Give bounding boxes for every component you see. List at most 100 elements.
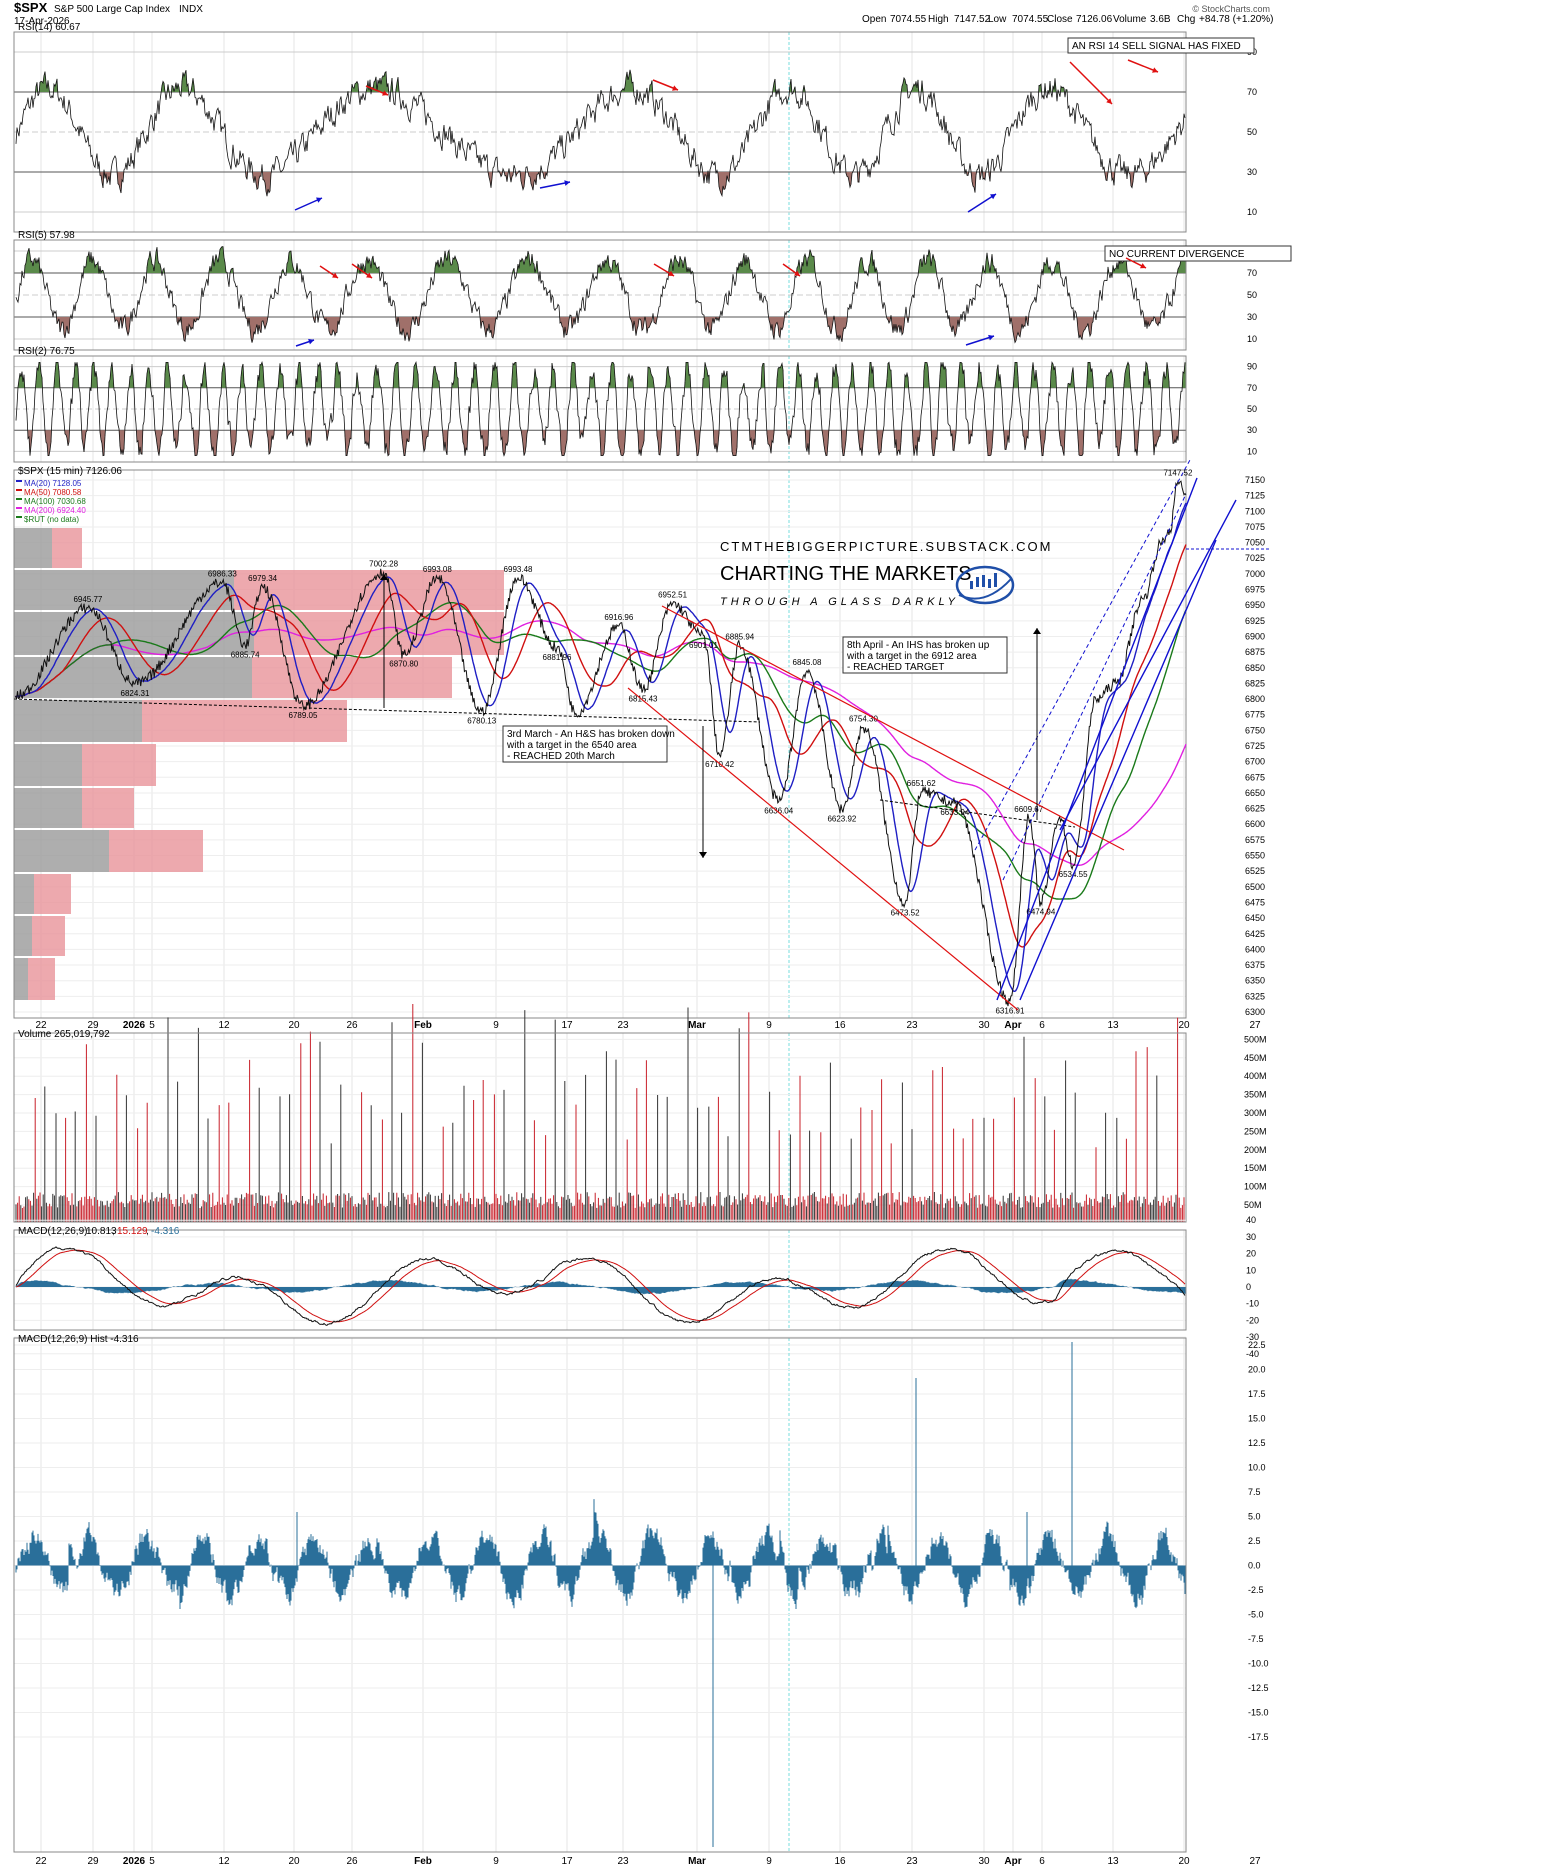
pivot-label-29: 6474.94 (1026, 908, 1055, 917)
legend-label-2: MA(100) 7030.68 (24, 497, 86, 506)
header-name: S&P 500 Large Cap Index (54, 4, 170, 15)
price-ytick-6800: 6800 (1245, 694, 1265, 704)
volume-by-price-down-7 (14, 830, 109, 872)
volume-by-price-down-1 (14, 570, 234, 610)
hs-left-measure-arrow-head (380, 574, 388, 580)
volume-by-price-up-9 (32, 916, 65, 956)
price-ytick-6975: 6975 (1245, 585, 1265, 595)
pivot-label-26: 6633.94 (940, 808, 969, 817)
channel-lower (627, 687, 1019, 1011)
ihs-target-arrow-head (1033, 628, 1041, 634)
price-ytick-7075: 7075 (1245, 522, 1265, 532)
pivot-label-24: 6473.52 (891, 908, 920, 917)
hs-neckline (13, 698, 761, 723)
branding-tagline: THROUGH A GLASS DARKLY (720, 596, 959, 608)
hs-annotation-line-2: - REACHED 20th March (507, 751, 615, 762)
volume-bars-down (17, 1004, 1185, 1222)
macd-line (15, 1246, 1186, 1326)
hs-target-arrow-head (699, 852, 707, 858)
price-frame (13, 469, 1187, 1019)
hs-annotation-line-1: with a target in the 6540 area (506, 740, 637, 751)
hist-xtick-16: Apr (1004, 1856, 1021, 1867)
pivot-label-17: 6901.01 (689, 641, 718, 650)
price-ytick-6925: 6925 (1245, 616, 1265, 626)
price-ytick-6750: 6750 (1245, 725, 1265, 735)
price-xtick-20: 27 (1249, 1020, 1261, 1031)
hist-xtick-15: 30 (978, 1856, 990, 1867)
price-ma200-line (15, 620, 1187, 866)
hist-xtick-18: 13 (1107, 1856, 1119, 1867)
macd-frame (13, 1229, 1187, 1331)
volume-by-price-down-4 (14, 700, 142, 742)
volume-ytick-7: 400M (1244, 1071, 1267, 1081)
volume-ytick-4: 250M (1244, 1126, 1267, 1136)
price-ytick-6500: 6500 (1245, 882, 1265, 892)
legend-swatch-2 (16, 498, 22, 500)
volume-by-price-down-8 (14, 874, 34, 914)
rsi14-ytick-50: 50 (1247, 127, 1257, 137)
macd-ytick-20: 20 (1246, 1249, 1256, 1259)
rsi5-frame (13, 239, 1187, 351)
volume-ytick-0: 50M (1244, 1200, 1262, 1210)
price-ytick-6825: 6825 (1245, 678, 1265, 688)
divergence-arrowhead-10 (668, 270, 674, 276)
volume-by-price-up-4 (142, 700, 347, 742)
macd-ytick--30: -30 (1246, 1332, 1259, 1342)
price-line (15, 480, 1187, 1007)
price-xtick-7: Feb (414, 1020, 432, 1031)
hist-ytick-8: 2.5 (1248, 1536, 1261, 1546)
hist-xtick-17: 6 (1039, 1856, 1045, 1867)
macd-ytick--10: -10 (1246, 1299, 1259, 1309)
pivot-label-12: 6881.96 (543, 653, 572, 662)
divergence-arrow-5 (1069, 61, 1113, 105)
rsi5-annotation-text: NO CURRENT DIVERGENCE (1109, 249, 1245, 260)
price-ytick-6600: 6600 (1245, 819, 1265, 829)
legend-label-0: MA(20) 7128.05 (24, 479, 82, 488)
price-ytick-6550: 6550 (1245, 851, 1265, 861)
rsi5-ytick-10: 10 (1247, 334, 1257, 344)
rsi14-frame (13, 31, 1187, 233)
price-ytick-7025: 7025 (1245, 553, 1265, 563)
rsi5-ytick-50: 50 (1247, 290, 1257, 300)
header-date: 17-Apr-2026 (14, 16, 70, 27)
pivot-label-37: 7147.52 (1163, 469, 1192, 478)
price-ytick-7125: 7125 (1245, 491, 1265, 501)
hist-ytick-4: 12.5 (1248, 1438, 1266, 1448)
volume-ytick-6: 350M (1244, 1090, 1267, 1100)
divergence-arrowhead-4 (672, 85, 678, 91)
legend-swatch-0 (16, 480, 22, 482)
divergence-arrowhead-5 (1106, 98, 1112, 104)
uptrend-line-2 (1019, 539, 1217, 1001)
pivot-label-5: 6979.34 (248, 574, 277, 583)
volume-value: 3.6B (1150, 14, 1171, 25)
price-ytick-6450: 6450 (1245, 913, 1265, 923)
rsi2-ytick-30: 30 (1247, 425, 1257, 435)
divergence-arrowhead-13 (1140, 263, 1146, 269)
rsi2-ytick-50: 50 (1247, 404, 1257, 414)
header-exchange: INDX (179, 4, 203, 15)
price-ytick-7150: 7150 (1245, 475, 1265, 485)
rsi2-ytick-90: 90 (1247, 362, 1257, 372)
price-ytick-6900: 6900 (1245, 631, 1265, 641)
hist-xtick-9: 17 (561, 1856, 573, 1867)
hist-ytick-12: -7.5 (1248, 1634, 1264, 1644)
price-xtick-11: Mar (688, 1020, 706, 1031)
macd-signal-value: 15.129 (117, 1226, 148, 1237)
macd-title: MACD(12,26,9) (18, 1226, 87, 1237)
hist-ytick-11: -5.0 (1248, 1610, 1264, 1620)
low-value: 7074.55 (1012, 14, 1049, 25)
rsi14-oversold-fill (99, 172, 1150, 197)
volume-ytick-2: 150M (1244, 1163, 1267, 1173)
macd-ytick--40: -40 (1246, 1349, 1259, 1359)
pivot-label-6: 6789.05 (289, 711, 318, 720)
ihs-neckline (879, 799, 1076, 828)
macd-ytick-40: 40 (1246, 1215, 1256, 1225)
price-ytick-6400: 6400 (1245, 944, 1265, 954)
divergence-arrowhead-2 (990, 194, 996, 200)
price-xtick-10: 23 (617, 1020, 629, 1031)
rsi14-annotation-text: AN RSI 14 SELL SIGNAL HAS FIXED (1072, 41, 1241, 52)
volume-by-price-up-5 (82, 744, 156, 786)
hist-xtick-4: 12 (218, 1856, 230, 1867)
price-ytick-6475: 6475 (1245, 897, 1265, 907)
